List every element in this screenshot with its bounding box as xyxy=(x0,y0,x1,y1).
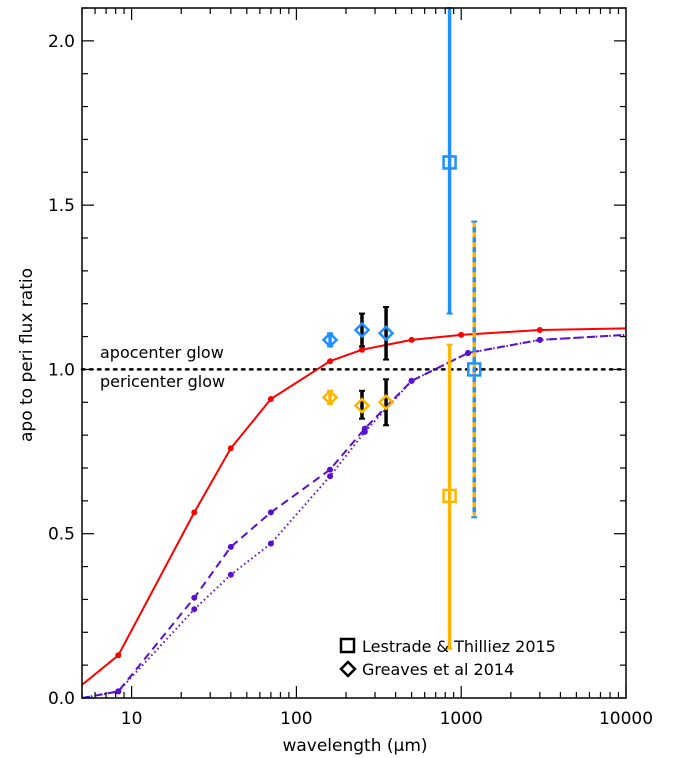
annotation-apocenter: apocenter glow xyxy=(100,343,224,362)
marker-diamond-greaves-orange-250 xyxy=(353,397,371,414)
marker-diamond-greaves-orange-350 xyxy=(377,394,395,411)
series-lines-group xyxy=(81,327,627,699)
y-tick-label-2: 2.0 xyxy=(48,32,75,52)
annotation-pericenter: pericenter glow xyxy=(100,372,225,391)
y-tick-label-1-5: 1.5 xyxy=(48,196,75,216)
marker-square-lestrade-both-1200 xyxy=(467,362,482,377)
series-dot-red-solid xyxy=(191,509,198,516)
legend: Lestrade & Thilliez 2015 Greaves et al 2… xyxy=(339,637,556,679)
series-dot-purple-dotted xyxy=(327,473,334,480)
x-tick-label-1000: 1000 xyxy=(440,709,483,729)
series-dot-red-solid xyxy=(458,331,465,338)
series-dot-red-solid xyxy=(267,396,274,402)
plot-frame xyxy=(81,7,627,699)
y-tick-label-0: 0.0 xyxy=(48,689,75,709)
series-dot-red-solid xyxy=(115,652,122,659)
x-axis-title: wavelength (μm) xyxy=(282,736,427,756)
marker-square-lestrade-blue-850 xyxy=(442,155,457,170)
series-dot-red-solid xyxy=(408,336,415,343)
axes-group xyxy=(81,7,627,699)
y-tick-labels: 0.0 0.5 1.0 1.5 2.0 xyxy=(48,32,75,709)
marker-diamond-greaves-orange-160 xyxy=(321,389,339,406)
x-axis-title-unit: μm xyxy=(394,736,421,756)
series-dot-red-solid xyxy=(536,327,543,333)
marker-diamond-greaves-blue-160 xyxy=(321,331,339,349)
series-dot-red-solid xyxy=(227,445,234,452)
series-dot-purple-dotted xyxy=(267,540,274,547)
y-tick-label-1: 1.0 xyxy=(48,360,75,380)
series-dot-purple-dotted xyxy=(465,350,472,356)
marker-diamond-greaves-blue-350 xyxy=(377,325,395,342)
legend-label-greaves: Greaves et al 2014 xyxy=(362,660,514,679)
series-dot-purple-dashed xyxy=(267,509,274,516)
x-axis-title-suffix: ) xyxy=(421,736,428,756)
series-dot-purple-dashed xyxy=(227,543,234,550)
x-tick-labels: 10 100 1000 10000 xyxy=(121,709,653,729)
marker-square-lestrade-orange-850 xyxy=(442,488,457,504)
legend-diamond-marker xyxy=(339,660,357,678)
x-tick-label-10: 10 xyxy=(121,709,143,729)
marker-diamond-greaves-blue-250 xyxy=(353,321,371,339)
series-dot-purple-dashed xyxy=(327,466,334,473)
data-points-group xyxy=(321,7,482,650)
series-dot-red-solid xyxy=(327,358,334,365)
y-tick-label-0-5: 0.5 xyxy=(48,525,75,545)
series-dot-purple-dotted xyxy=(227,571,234,578)
y-axis-title: apo to peri flux ratio xyxy=(17,268,37,442)
series-dot-purple-dotted xyxy=(115,688,122,695)
x-tick-label-10000: 10000 xyxy=(599,709,653,729)
series-dot-red-solid xyxy=(358,346,365,353)
legend-square-marker xyxy=(339,637,356,654)
series-dot-purple-dotted xyxy=(536,336,543,343)
series-dot-purple-dotted xyxy=(361,428,368,435)
series-dot-purple-dashed xyxy=(191,594,198,601)
series-dot-purple-dotted xyxy=(191,606,198,613)
legend-label-lestrade: Lestrade & Thilliez 2015 xyxy=(362,637,556,656)
series-dot-purple-dotted xyxy=(408,377,415,384)
x-axis-title-prefix: wavelength ( xyxy=(282,736,393,756)
x-tick-label-100: 100 xyxy=(280,709,312,729)
